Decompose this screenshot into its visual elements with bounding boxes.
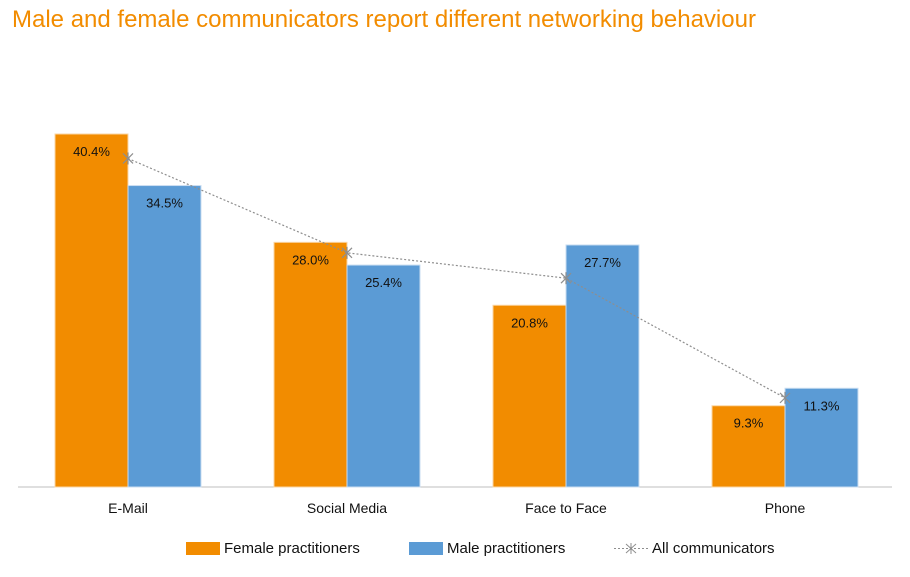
legend-star-marker [625, 543, 637, 554]
legend-item-all: All communicators [614, 540, 775, 557]
legend-item-male: Male practitioners [409, 540, 565, 557]
marker-all-communicators [341, 246, 353, 259]
bar-female [273, 241, 348, 488]
legend-label-female: Female practitioners [224, 540, 360, 557]
chart-title: Male and female communicators report dif… [12, 6, 756, 33]
bar-female [711, 405, 786, 488]
bar-male [784, 387, 859, 488]
legend-item-female: Female practitioners [186, 540, 360, 557]
data-label-female: 28.0% [292, 252, 329, 267]
legend: Female practitioners Male practitioners … [0, 540, 910, 566]
marker-all-communicators [122, 152, 134, 165]
legend-label-all: All communicators [652, 540, 775, 557]
bar-female [54, 133, 129, 488]
marker-all-communicators [779, 391, 791, 404]
data-label-male: 25.4% [365, 275, 402, 290]
bar-male [346, 264, 421, 488]
data-label-male: 11.3% [804, 398, 840, 413]
line-all-communicators [127, 157, 786, 399]
data-label-female: 20.8% [511, 315, 548, 330]
data-label-male: 27.7% [584, 255, 621, 270]
category-label: Social Media [307, 500, 387, 516]
category-label: Face to Face [525, 500, 607, 516]
category-label: Phone [765, 500, 806, 516]
category-label: E-Mail [108, 500, 148, 516]
bar-male [565, 244, 640, 488]
legend-label-male: Male practitioners [447, 540, 566, 557]
legend-line-all [614, 543, 648, 554]
bar-male [127, 185, 202, 488]
legend-swatch-male [409, 542, 443, 555]
data-label-female: 9.3% [734, 416, 764, 431]
data-label-female: 40.4% [73, 144, 110, 159]
chart-plot: 40.4% 34.5% E-Mail 28.0% 25.4% Social Media 20… [18, 133, 892, 516]
legend-swatch-female [186, 542, 220, 555]
marker-all-communicators [560, 272, 572, 285]
bar-female [492, 304, 567, 488]
data-label-male: 34.5% [146, 196, 183, 211]
